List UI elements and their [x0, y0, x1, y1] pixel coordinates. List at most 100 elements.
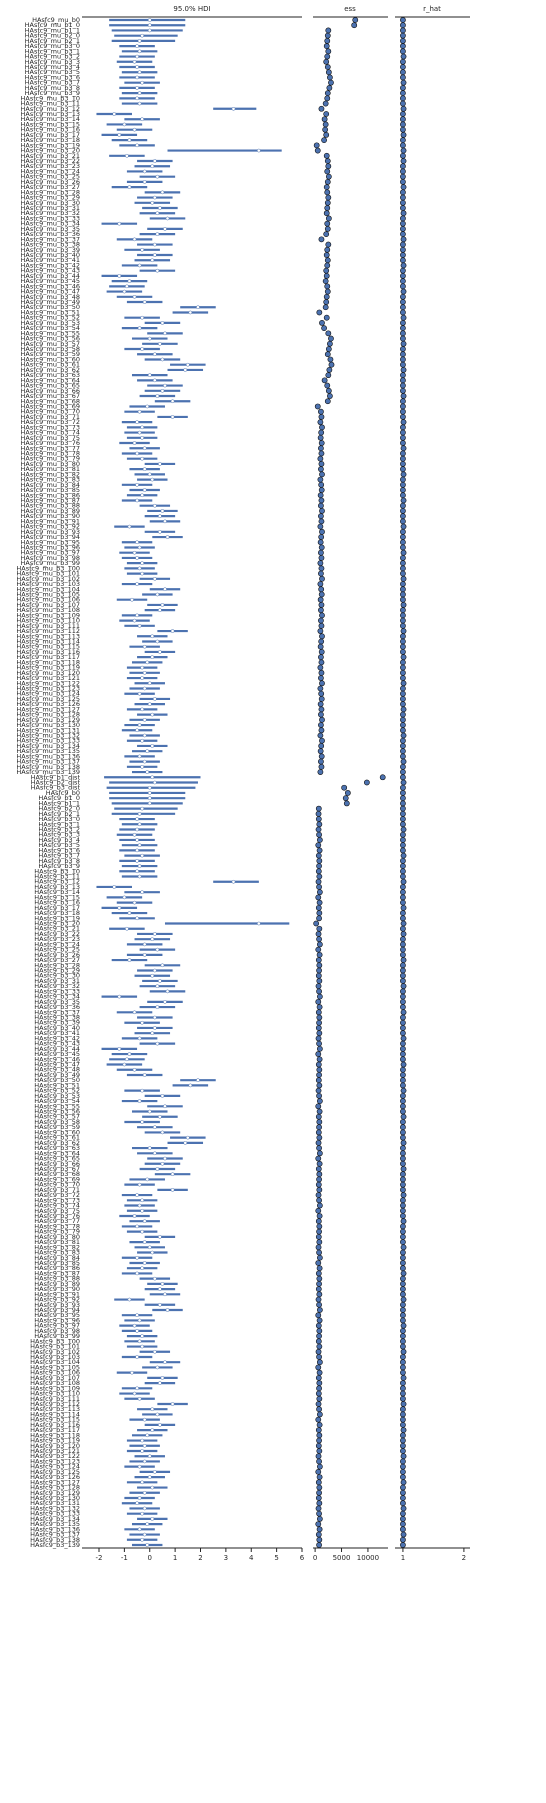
rhat-point	[400, 1113, 407, 1120]
rhat-point	[400, 1145, 406, 1151]
row-label: HAsfc9_b3_33	[34, 987, 80, 995]
row-label: HAsfc9_mu_b3_65	[21, 382, 80, 390]
rhat-point	[400, 575, 407, 582]
rhat-point	[400, 743, 406, 749]
rhat-point	[400, 361, 406, 368]
row-label: HAsfc9_mu_b3_135	[16, 747, 80, 755]
row-label: HAsfc9_b3_65	[34, 1155, 80, 1163]
rhat-point	[400, 727, 406, 734]
rhat-point	[400, 492, 406, 499]
ess-point	[325, 163, 332, 170]
ess-point	[317, 596, 324, 603]
median-point	[145, 1543, 150, 1547]
ess-point	[315, 852, 322, 859]
rhat-point	[400, 654, 407, 661]
row-label: HAsfc9_mu_b3_66	[21, 387, 80, 395]
ess-point	[315, 1155, 322, 1162]
x-tick-label: 5	[274, 1554, 278, 1562]
ess-point	[315, 1468, 322, 1475]
row-label: HAsfc9_b3_125	[30, 1468, 80, 1476]
rhat-point	[400, 163, 406, 170]
row-label: HAsfc9_b3_87	[34, 1269, 80, 1277]
row-label: HAsfc9_b3_38	[34, 1014, 80, 1022]
ess-point	[325, 48, 332, 55]
median-point	[185, 362, 190, 367]
row-label: HAsfc9_mu_b3_102	[16, 575, 80, 583]
median-point	[196, 1078, 200, 1083]
rhat-point	[400, 1327, 406, 1334]
median-point	[150, 258, 155, 263]
row-label: HAsfc9_b3_2	[38, 826, 80, 834]
ess-point	[315, 1218, 322, 1225]
row-label: HAsfc9_mu_b3_107	[16, 601, 80, 609]
row-label: HAsfc9_b3_63	[34, 1144, 80, 1152]
ess-point	[319, 612, 325, 619]
ess-point	[316, 1526, 323, 1533]
median-point	[150, 744, 155, 748]
row-label: HAsfc9_mu_b3_33	[21, 214, 80, 222]
panel-title: 95.0% HDI	[173, 5, 210, 13]
ess-point	[325, 330, 332, 337]
ess-point	[324, 288, 331, 295]
ess-point	[315, 878, 322, 885]
ess-point	[316, 1072, 322, 1078]
row-label: HAsfc9_mu_b3_117	[16, 653, 80, 661]
median-point	[132, 550, 137, 555]
ess-point	[318, 607, 324, 614]
median-point	[152, 195, 157, 200]
median-point	[137, 843, 142, 848]
median-point	[137, 1396, 142, 1401]
rhat-point	[400, 445, 407, 452]
ess-point	[315, 1505, 322, 1512]
median-point	[137, 623, 142, 628]
row-label: HAsfc9_b3_69	[34, 1175, 80, 1183]
ess-point	[318, 466, 324, 473]
ess-point	[318, 565, 325, 572]
ess-point	[324, 53, 331, 60]
rhat-point	[400, 367, 407, 373]
ess-point	[315, 957, 322, 963]
median-point	[163, 1292, 167, 1297]
median-point	[158, 1235, 162, 1239]
median-point	[142, 446, 147, 451]
x-tick-label: 0	[313, 1554, 317, 1562]
ess-point	[315, 1479, 322, 1486]
rhat-point	[400, 1495, 406, 1501]
median-point	[147, 1109, 152, 1114]
median-point	[140, 456, 144, 461]
row-label: HAsfc9_b3_53	[34, 1092, 80, 1100]
row-label: HAsfc9_b3_111	[30, 1395, 80, 1403]
ess-point	[315, 1453, 322, 1460]
row-label: HAsfc9_b3_91	[34, 1290, 80, 1298]
rhat-point	[400, 1479, 407, 1486]
ess-point	[318, 649, 325, 655]
rhat-point	[400, 633, 406, 640]
row-label: HAsfc9_mu_b3_35	[21, 225, 80, 233]
median-point	[127, 1052, 132, 1056]
row-label: HAsfc9_mu_b3_61	[21, 361, 80, 369]
x-tick-label: 2	[198, 1554, 202, 1562]
median-point	[135, 420, 139, 424]
median-point	[152, 780, 157, 785]
row-label: HAsfc9_mu_b3_74	[21, 429, 80, 437]
ess-point	[318, 487, 325, 493]
median-point	[147, 785, 152, 790]
row-label: HAsfc9_b3_66	[34, 1160, 80, 1168]
row-label: HAsfc9_mu_b3_48	[21, 293, 80, 301]
median-point	[117, 274, 122, 278]
x-tick-label: 4	[249, 1554, 254, 1562]
row-label: HAsfc9_b3_86	[34, 1264, 80, 1272]
row-label: HAsfc9_b3_90	[34, 1285, 80, 1293]
ess-point	[318, 591, 325, 598]
row-label: HAsfc9_mu_b3_131	[16, 726, 80, 734]
median-point	[152, 253, 157, 257]
median-point	[163, 1104, 167, 1109]
ess-point	[316, 1082, 323, 1089]
median-point	[137, 1527, 142, 1532]
row-label: HAsfc9_b3_107	[30, 1374, 80, 1382]
row-label: HAsfc9_mu_b3_16	[21, 126, 80, 134]
ess-point	[317, 664, 324, 671]
row-label: HAsfc9_b3_43	[34, 1040, 80, 1048]
row-label: HAsfc9_mu_b3_118	[16, 658, 80, 666]
ess-point	[316, 1202, 323, 1209]
